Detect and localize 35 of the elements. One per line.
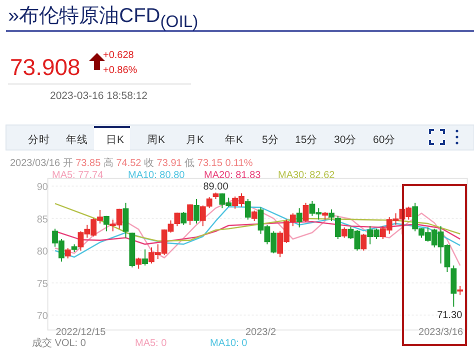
line-series <box>54 202 461 242</box>
text: 日K <box>106 134 124 146</box>
text: MA5: 0 <box>135 338 168 348</box>
text: MA30: 82.62 <box>278 170 336 181</box>
text: 30分 <box>334 134 357 146</box>
text: MA5: 77.74 <box>52 170 104 181</box>
text: 年K <box>225 134 244 146</box>
x-tick-label: 2023/3/16 <box>418 327 464 338</box>
chart-title: »布伦特原油CFD$_{(OIL)}$ <box>8 4 198 32</box>
text: MA10: 80.80 <box>128 170 186 181</box>
text: +0.86% <box>103 65 138 76</box>
text: 成交 VOL: 0 <box>32 337 86 348</box>
y-tick-label: 70 <box>36 311 48 322</box>
x-tick-label: 2023/2 <box>245 327 276 338</box>
y-tick-label: 85 <box>36 214 48 226</box>
x-tick-label: 2022/12/15 <box>56 327 106 338</box>
text: 分时 <box>28 133 50 146</box>
text: 15分 <box>295 134 318 146</box>
y-tick-label: 75 <box>36 278 48 290</box>
text: 年线 <box>66 133 88 146</box>
text: 2023/03/16 开 73.85 高 74.52 收 73.91 低 73.15 0.11% <box>10 158 253 169</box>
text: 2023-03-16 18:58:12 <box>50 90 148 102</box>
text: 周K <box>147 134 166 146</box>
text: +0.628 <box>103 50 134 61</box>
text: 月K <box>186 134 204 146</box>
annotation: 71.30 <box>437 310 463 321</box>
annotation: 89.00 <box>203 182 229 193</box>
y-tick-label: 90 <box>36 182 48 194</box>
text: 5分 <box>262 134 279 146</box>
line-series <box>54 198 461 266</box>
text: MA20: 81.83 <box>204 170 262 181</box>
text: 73.908 <box>10 54 80 81</box>
text: 60分 <box>373 134 396 146</box>
text: MA10: 0 <box>210 338 248 348</box>
y-tick-label: 80 <box>36 246 48 258</box>
